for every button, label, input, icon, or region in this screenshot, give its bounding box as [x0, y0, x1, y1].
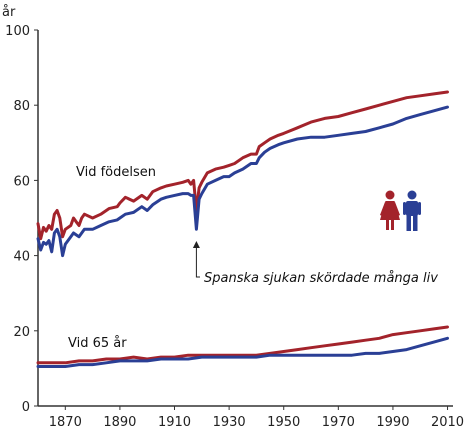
label-birth: Vid födelsen [76, 165, 156, 180]
label-age65: Vid 65 år [68, 336, 127, 351]
line-birth-women [36, 90, 449, 241]
y-tick-label: 80 [13, 99, 30, 114]
axes: år [2, 5, 453, 407]
flu-annotation: Spanska sjukan skördade många liv [192, 241, 438, 286]
y-unit-label: år [2, 5, 16, 20]
y-tick-label: 100 [5, 24, 30, 39]
y-tick-label: 20 [13, 325, 30, 340]
line-age65-women [36, 325, 449, 365]
x-tick-label: 1950 [267, 415, 300, 430]
line-age65-men [36, 336, 449, 368]
y-tick-label: 0 [22, 400, 30, 415]
x-tick-label: 1970 [322, 415, 355, 430]
x-tick-label: 1890 [103, 415, 136, 430]
series-labels: Vid födelsen Vid 65 år [68, 165, 156, 351]
man-icon [403, 190, 421, 231]
x-tick-label: 1870 [49, 415, 82, 430]
annotation-arrow-head [192, 241, 200, 248]
annotation-text: Spanska sjukan skördade många liv [204, 271, 438, 286]
woman-icon [380, 190, 400, 230]
y-ticks: 0 20 40 60 80 100 [5, 24, 38, 415]
y-tick-label: 60 [13, 174, 30, 189]
annotation-leader-line [195, 245, 200, 278]
legend-icons [380, 190, 421, 231]
y-tick-label: 40 [13, 250, 30, 265]
series-lines [36, 90, 449, 368]
line-birth-men [36, 105, 449, 258]
x-tick-label: 1930 [213, 415, 246, 430]
x-tick-label: 1990 [376, 415, 409, 430]
x-tick-label: 1910 [158, 415, 191, 430]
x-ticks: 1870 1890 1910 1930 1950 1970 1990 2010 [49, 406, 464, 430]
x-tick-label: 2010 [431, 415, 464, 430]
